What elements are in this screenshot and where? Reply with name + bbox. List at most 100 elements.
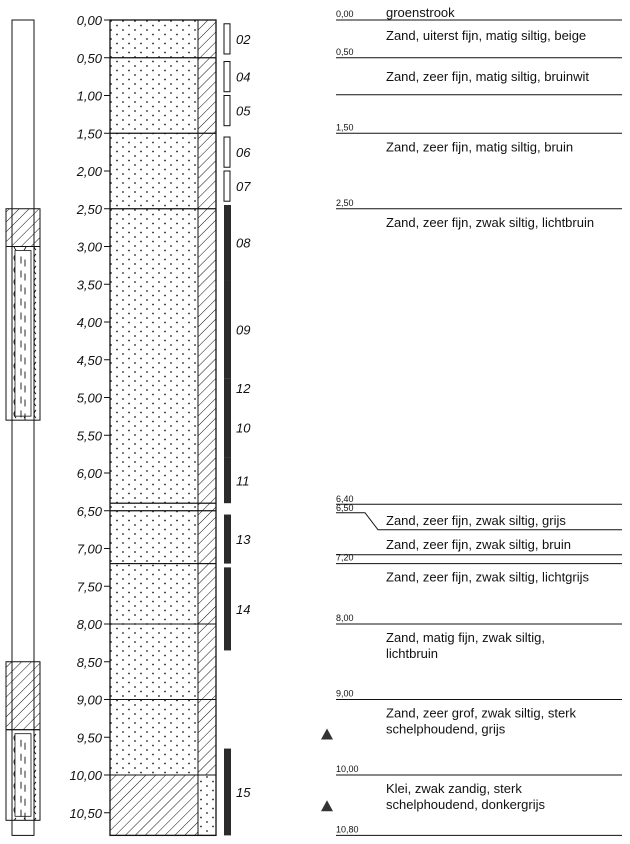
sample-label: 12: [236, 381, 251, 396]
well-screen: [14, 250, 32, 417]
boundary-depth-label: 10,80: [336, 824, 359, 834]
layer-description: Zand, zeer fijn, zwak siltig, lichtgrijs: [386, 570, 590, 585]
layer-description: Zand, zeer fijn, zwak siltig, grijs: [386, 513, 566, 528]
axis-tick-label: 4,00: [77, 315, 103, 330]
soil-layer: [109, 57, 199, 134]
axis-tick-label: 6,00: [77, 466, 103, 481]
disturbed-sample-bar: [223, 23, 231, 55]
layer-description: Zand, zeer fijn, matig siltig, bruinwit: [386, 69, 589, 84]
axis-tick-label: 0,00: [77, 13, 103, 28]
soil-layer-strip: [197, 19, 217, 59]
layer-description: Zand, matig fijn, zwak siltig,: [386, 630, 545, 645]
boundary-depth-label: 7,20: [336, 553, 354, 563]
boundary-depth-label: 10,00: [336, 764, 359, 774]
disturbed-sample-bar: [223, 136, 231, 168]
sample-label: 11: [236, 474, 250, 489]
soil-layer: [109, 623, 199, 700]
axis-tick-label: 3,50: [77, 277, 103, 292]
soil-layer-strip: [197, 510, 217, 565]
core-sample-bar: [224, 378, 231, 398]
boundary-depth-label: 6,40: [336, 494, 354, 504]
core-sample-bar: [224, 280, 231, 379]
soil-layer: [109, 510, 199, 565]
soil-layer-strip: [197, 502, 217, 512]
axis-tick-label: 3,00: [77, 240, 103, 255]
layer-description: Zand, zeer fijn, zwak siltig, bruin: [386, 537, 571, 552]
axis-tick-label: 9,50: [77, 730, 103, 745]
axis-tick-label: 1,50: [77, 126, 103, 141]
soil-layer-strip: [197, 623, 217, 700]
disturbed-sample-bar: [223, 95, 231, 127]
boundary-depth-label: 6,50: [336, 503, 354, 513]
soil-layer: [109, 774, 199, 836]
well-seal: [5, 661, 41, 731]
axis-tick-label: 5,50: [77, 428, 103, 443]
boundary-depth-label: 2,50: [336, 198, 354, 208]
layer-description: Klei, zwak zandig, sterk: [386, 781, 522, 796]
sample-label: 09: [236, 323, 250, 338]
depth-axis: 0,00 0,50 1,00 1,50 2,00 2,50 3,00 3,50 4,00 4,50…: [69, 13, 111, 836]
soil-layer: [109, 208, 199, 504]
well-seal: [5, 208, 41, 247]
layer-description: schelphoudend, grijs: [386, 722, 506, 737]
axis-tick-label: 4,50: [77, 353, 103, 368]
axis-tick-label: 5,00: [77, 391, 103, 406]
sample-intervals: 02 04 05 06 07 08 09 12 10 11 13 14 15: [223, 23, 251, 836]
sample-label: 04: [236, 70, 250, 85]
axis-tick-label: 6,50: [77, 504, 103, 519]
axis-tick-label: 9,00: [77, 693, 103, 708]
sample-label: 05: [236, 104, 251, 119]
soil-layer-strip: [197, 774, 217, 836]
soil-layer: [109, 19, 199, 59]
layer-description: Zand, zeer fijn, matig siltig, bruin: [386, 139, 573, 154]
shell-marker-icon: [321, 800, 333, 812]
sample-label: 06: [236, 145, 251, 160]
disturbed-sample-bar: [223, 170, 231, 202]
core-sample-bar: [224, 514, 231, 564]
axis-tick-label: 0,50: [77, 51, 103, 66]
layer-description: Zand, zeer fijn, zwak siltig, lichtbruin: [386, 215, 594, 230]
boundary-depth-label: 0,50: [336, 47, 354, 57]
soil-layer-strip: [197, 563, 217, 625]
sample-label: 10: [236, 421, 251, 436]
axis-tick-label: 7,00: [77, 542, 103, 557]
sample-label: 13: [236, 532, 251, 547]
core-sample-bar: [224, 204, 231, 281]
soil-layer-strip: [197, 699, 217, 776]
axis-tick-label: 8,50: [77, 655, 103, 670]
soil-column: [109, 19, 217, 837]
soil-layer-strip: [197, 208, 217, 504]
soil-layer: [109, 502, 199, 512]
boundary-depth-label: 9,00: [336, 689, 354, 699]
layer-description: Zand, uiterst fijn, matig siltig, beige: [386, 28, 586, 43]
axis-tick-label: 2,00: [76, 164, 103, 179]
sample-label: 14: [236, 602, 250, 617]
soil-layer-strip: [197, 57, 217, 134]
layer-description: schelphoudend, donkergrijs: [386, 797, 545, 812]
axis-tick-label: 2,50: [76, 202, 103, 217]
monitoring-well: [5, 19, 41, 836]
soil-layer: [109, 563, 199, 625]
layer-descriptions: 0,00 groenstrook 0,50 Zand, uiterst fijn, m…: [321, 5, 622, 836]
layer-description: lichtbruin: [386, 646, 438, 661]
boundary-depth-label: 8,00: [336, 613, 354, 623]
axis-tick-label: 8,00: [77, 617, 103, 632]
axis-tick-label: 10,00: [69, 768, 102, 783]
soil-layer: [109, 132, 199, 210]
axis-tick-label: 10,50: [69, 806, 102, 821]
sample-label: 07: [236, 179, 251, 194]
layer-description: groenstrook: [386, 5, 455, 20]
boundary-depth-label: 0,00: [336, 9, 354, 19]
axis-tick-label: 1,00: [77, 89, 103, 104]
boundary-line: [336, 512, 622, 531]
axis-tick-label: 7,50: [77, 579, 103, 594]
soil-column-outline: [109, 19, 217, 837]
soil-layer-strip: [197, 132, 217, 210]
core-sample-bar: [224, 748, 231, 836]
sample-label: 08: [236, 236, 251, 251]
core-sample-bar: [224, 567, 231, 651]
layer-description: Zand, zeer grof, zwak siltig, sterk: [386, 706, 577, 721]
core-sample-bar: [224, 397, 231, 458]
core-sample-bar: [224, 457, 231, 504]
